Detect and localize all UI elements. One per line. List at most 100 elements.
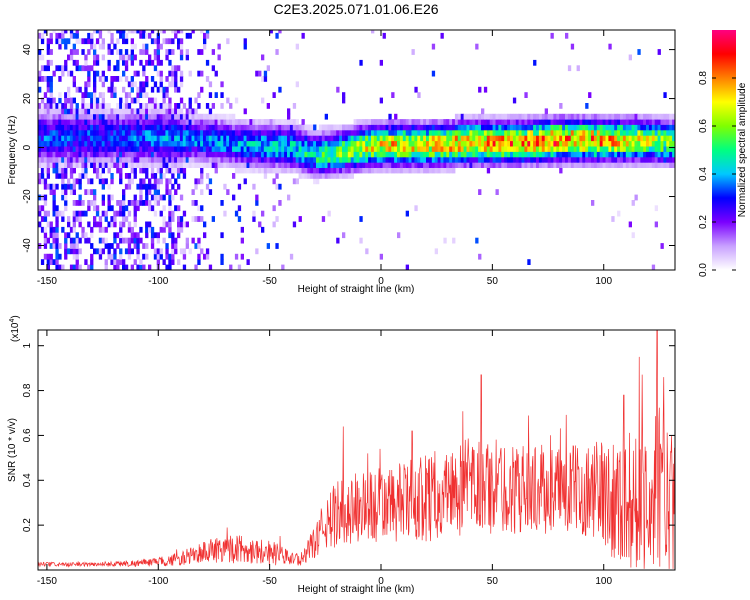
heatmap-cell (200, 129, 204, 136)
heatmap-cell (237, 151, 242, 158)
heatmap-cell (191, 30, 195, 34)
heatmap-cell (75, 243, 79, 249)
heatmap-cell (530, 146, 534, 152)
heatmap-cell (119, 97, 123, 104)
heatmap-cell (469, 140, 473, 147)
heatmap-cell (495, 119, 499, 125)
heatmap-cell (64, 189, 68, 195)
heatmap-cell (229, 162, 233, 168)
heatmap-cell (49, 183, 53, 190)
heatmap-cell (72, 135, 76, 142)
heatmap-cell (576, 162, 580, 168)
heatmap-cell (75, 216, 79, 222)
heatmap-cell (498, 124, 502, 131)
heatmap-cell (330, 173, 334, 179)
heatmap-cell (359, 59, 363, 66)
heatmap-cell (353, 140, 357, 147)
heatmap-cell (512, 146, 517, 152)
heatmap-cell (130, 30, 134, 34)
heatmap-cell (165, 248, 169, 255)
heatmap-cell (266, 124, 270, 131)
heatmap-cell (191, 156, 195, 163)
heatmap-cell (634, 119, 638, 125)
heatmap-cell (544, 156, 548, 163)
heatmap-cell (648, 140, 653, 147)
heatmap-cell (130, 200, 134, 206)
heatmap-cell (570, 129, 575, 136)
heatmap-cell (617, 156, 621, 163)
heatmap-cell (428, 140, 433, 147)
heatmap-cell (203, 43, 207, 50)
heatmap-cell (234, 151, 239, 158)
heatmap-cell (208, 92, 213, 98)
heatmap-cell (61, 108, 65, 115)
heatmap-cell (495, 124, 499, 131)
heatmap-cell (208, 178, 213, 185)
heatmap-cell (185, 135, 189, 142)
heatmap-cell (139, 259, 143, 265)
heatmap-cell (38, 151, 42, 158)
heatmap-cell (197, 140, 201, 147)
heatmap-cell (437, 119, 441, 125)
heatmap-cell (90, 119, 94, 125)
heatmap-cell (101, 103, 105, 109)
heatmap-cell (356, 129, 360, 136)
heatmap-cell (124, 113, 129, 120)
heatmap-cell (139, 119, 143, 125)
heatmap-cell (431, 135, 436, 142)
heatmap-cell (593, 140, 598, 147)
heatmap-cell (148, 103, 152, 109)
heatmap-cell (492, 135, 496, 142)
heatmap-cell (182, 167, 187, 174)
heatmap-cell (402, 119, 407, 125)
heatmap-cell (87, 103, 91, 109)
heatmap-cell (234, 119, 239, 125)
heatmap-cell (61, 210, 65, 217)
heatmap-cell (585, 129, 589, 136)
heatmap-cell (223, 146, 227, 152)
heatmap-cell (573, 129, 577, 136)
heatmap-cell (321, 216, 326, 222)
heatmap-cell (211, 156, 215, 163)
heatmap-cell (498, 135, 502, 142)
heatmap-cell (156, 103, 160, 109)
heatmap-cell (431, 124, 436, 131)
heatmap-cell (533, 140, 537, 147)
heatmap-cell (585, 103, 589, 109)
heatmap-cell (625, 146, 630, 152)
heatmap-cell (185, 140, 189, 147)
heatmap-cell (75, 248, 79, 255)
heatmap-cell (119, 232, 123, 239)
heatmap-cell (333, 156, 337, 163)
heatmap-cell (139, 86, 143, 93)
heatmap-cell (469, 119, 473, 125)
heatmap-cell (501, 162, 505, 168)
heatmap-cell (527, 119, 531, 125)
heatmap-cell (150, 129, 155, 136)
heatmap-cell (324, 167, 328, 174)
heatmap-cell (608, 113, 612, 120)
heatmap-cell (524, 113, 528, 120)
heatmap-cell (243, 151, 247, 158)
heatmap-cell (489, 129, 493, 136)
heatmap-cell (573, 113, 577, 120)
heatmap-cell (58, 92, 62, 98)
heatmap-cell (52, 129, 56, 136)
heatmap-cell (119, 156, 123, 163)
heatmap-cell (113, 221, 117, 228)
heatmap-cell (544, 162, 548, 168)
heatmap-cell (446, 129, 450, 136)
heatmap-cell (113, 210, 117, 217)
heatmap-cell (142, 183, 146, 190)
heatmap-cell (127, 81, 132, 88)
heatmap-cell (582, 135, 586, 142)
heatmap-cell (483, 86, 488, 93)
heatmap-cell (391, 156, 395, 163)
heatmap-cell (61, 124, 65, 131)
heatmap-cell (208, 264, 213, 270)
heatmap-cell (78, 129, 82, 136)
heatmap-cell (472, 113, 476, 120)
heatmap-cell (394, 124, 398, 131)
heatmap-cell (553, 140, 557, 147)
heatmap-cell (159, 124, 163, 131)
